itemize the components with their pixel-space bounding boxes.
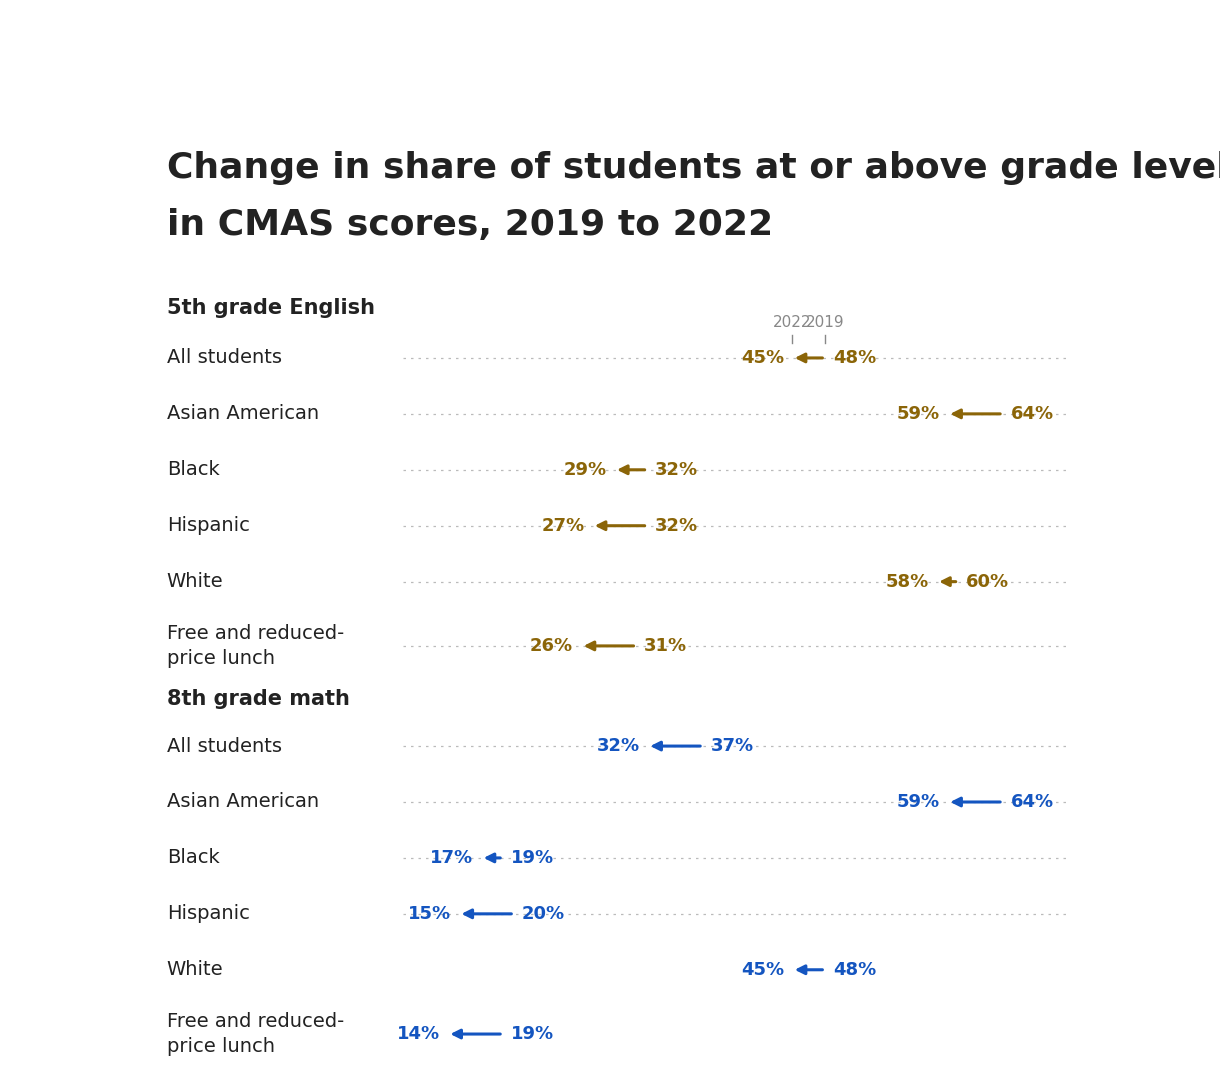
Text: Asian American: Asian American xyxy=(167,792,318,812)
Text: White: White xyxy=(167,572,223,591)
Text: Black: Black xyxy=(167,461,220,479)
Text: in CMAS scores, 2019 to 2022: in CMAS scores, 2019 to 2022 xyxy=(167,208,772,242)
Text: Change in share of students at or above grade level: Change in share of students at or above … xyxy=(167,151,1220,185)
Text: 26%: 26% xyxy=(531,637,573,655)
Text: 32%: 32% xyxy=(597,737,641,756)
Text: 15%: 15% xyxy=(407,905,451,922)
Text: 59%: 59% xyxy=(897,793,939,811)
Text: Asian American: Asian American xyxy=(167,404,318,424)
Text: 37%: 37% xyxy=(710,737,754,756)
Text: 32%: 32% xyxy=(655,461,698,479)
Text: All students: All students xyxy=(167,736,282,756)
Text: 60%: 60% xyxy=(966,572,1009,591)
Text: 19%: 19% xyxy=(511,1025,554,1043)
Text: 5th grade English: 5th grade English xyxy=(167,298,375,318)
Text: 29%: 29% xyxy=(564,461,606,479)
Text: Free and reduced-
price lunch: Free and reduced- price lunch xyxy=(167,1012,344,1056)
Text: 31%: 31% xyxy=(644,637,687,655)
Text: Hispanic: Hispanic xyxy=(167,904,250,924)
Text: 20%: 20% xyxy=(522,905,565,922)
Text: Free and reduced-
price lunch: Free and reduced- price lunch xyxy=(167,624,344,668)
Text: 64%: 64% xyxy=(1010,404,1054,423)
Text: 2019: 2019 xyxy=(806,315,844,331)
Text: 14%: 14% xyxy=(396,1025,440,1043)
Text: Black: Black xyxy=(167,849,220,867)
Text: 45%: 45% xyxy=(742,349,784,367)
Text: 64%: 64% xyxy=(1010,793,1054,811)
Text: 17%: 17% xyxy=(431,849,473,867)
Text: 32%: 32% xyxy=(655,517,698,534)
Text: 2022: 2022 xyxy=(772,315,811,331)
Text: 48%: 48% xyxy=(833,960,876,979)
Text: 19%: 19% xyxy=(511,849,554,867)
Text: 58%: 58% xyxy=(886,572,928,591)
Text: White: White xyxy=(167,960,223,979)
Text: 8th grade math: 8th grade math xyxy=(167,688,350,709)
Text: 59%: 59% xyxy=(897,404,939,423)
Text: Hispanic: Hispanic xyxy=(167,516,250,535)
Text: 48%: 48% xyxy=(833,349,876,367)
Text: 45%: 45% xyxy=(742,960,784,979)
Text: All students: All students xyxy=(167,348,282,367)
Text: 27%: 27% xyxy=(542,517,584,534)
